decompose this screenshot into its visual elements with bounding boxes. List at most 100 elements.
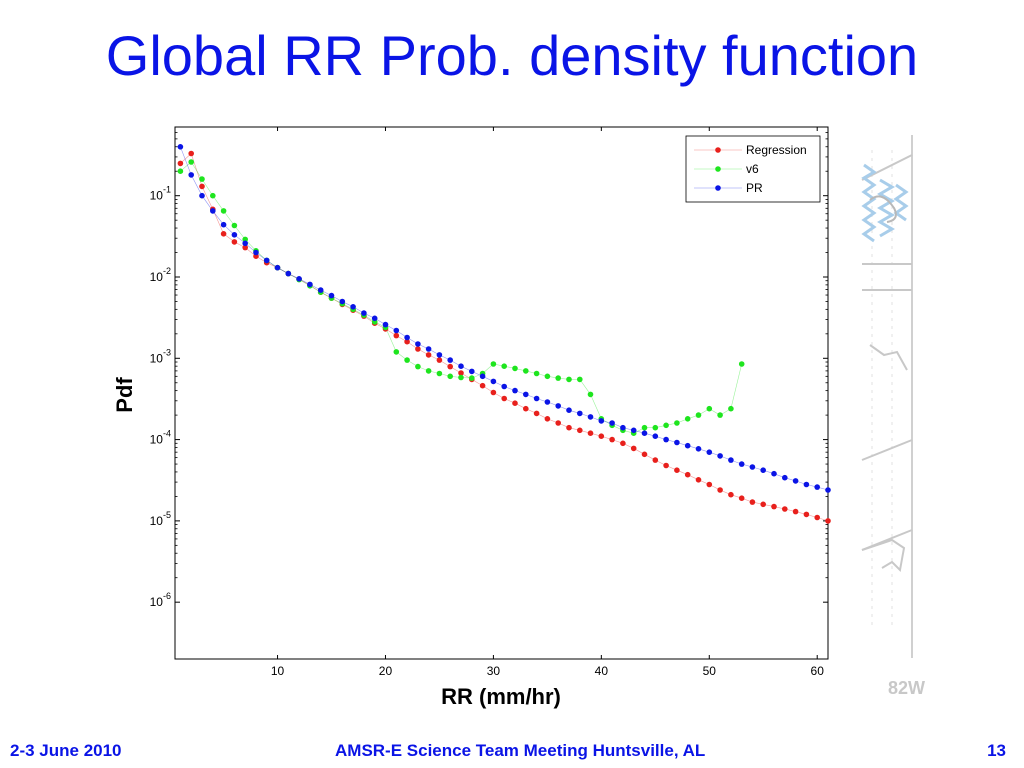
data-point-v6 <box>577 376 583 383</box>
data-point-pr <box>630 427 637 434</box>
data-point-pr <box>296 276 302 282</box>
data-point-pr <box>490 378 497 385</box>
legend: Regression v6 PR <box>685 135 821 203</box>
data-point-regression <box>177 160 184 167</box>
data-point-pr <box>199 192 205 199</box>
data-point-pr <box>231 232 238 238</box>
data-point-regression <box>220 231 227 237</box>
data-point-v6 <box>523 368 529 374</box>
map-fragment <box>861 135 913 658</box>
data-point-regression <box>641 451 648 458</box>
data-point-pr <box>285 270 292 277</box>
data-point-pr <box>307 281 313 288</box>
data-point-v6 <box>425 368 432 374</box>
data-point-regression <box>825 518 831 524</box>
data-point-regression <box>814 514 820 521</box>
data-point-regression <box>242 244 248 251</box>
data-point-pr <box>706 449 713 456</box>
data-point-v6 <box>458 374 464 381</box>
data-point-regression <box>479 382 486 389</box>
data-point-v6 <box>544 373 551 380</box>
data-point-pr <box>728 457 734 463</box>
data-point-pr <box>274 264 281 271</box>
data-point-pr <box>663 436 669 443</box>
data-point-pr <box>415 341 421 347</box>
data-point-v6 <box>706 405 713 412</box>
data-point-regression <box>684 471 691 478</box>
data-point-pr <box>242 240 248 247</box>
data-point-regression <box>523 405 529 412</box>
data-point-regression <box>598 433 605 440</box>
data-point-v6 <box>469 375 475 381</box>
data-point-pr <box>749 464 756 470</box>
legend-marker <box>715 147 721 153</box>
data-point-regression <box>803 511 810 518</box>
data-point-regression <box>717 487 723 493</box>
data-point-v6 <box>415 363 421 370</box>
data-point-regression <box>404 338 410 345</box>
data-point-regression <box>447 363 454 370</box>
data-point-pr <box>620 424 626 431</box>
data-point-pr <box>792 478 799 484</box>
plot-area <box>174 126 829 660</box>
data-point-regression <box>620 440 626 447</box>
data-point-pr <box>479 373 486 380</box>
data-point-regression <box>728 491 734 498</box>
data-point-regression <box>490 389 497 396</box>
y-tick-label: 10-4 <box>150 429 171 447</box>
data-point-v6 <box>393 349 400 355</box>
data-point-pr <box>523 391 529 398</box>
data-point-regression <box>663 462 669 469</box>
data-point-pr <box>803 481 810 488</box>
data-point-regression <box>706 481 713 488</box>
data-point-regression <box>188 150 194 157</box>
data-point-pr <box>501 383 508 390</box>
data-point-pr <box>328 292 335 299</box>
y-tick-labels: 10-1 10-2 10-3 10-4 10-5 10-6 <box>150 185 171 609</box>
data-point-v6 <box>490 361 497 367</box>
data-point-pr <box>263 257 270 264</box>
data-point-pr <box>641 430 648 437</box>
data-point-v6 <box>555 375 561 381</box>
data-point-pr <box>177 144 184 150</box>
data-point-regression <box>587 430 594 437</box>
data-point-v6 <box>199 176 205 182</box>
data-point-regression <box>577 427 583 434</box>
footer-meeting: AMSR-E Science Team Meeting Huntsville, … <box>335 741 706 760</box>
data-point-pr <box>210 208 216 214</box>
data-point-v6 <box>242 236 248 243</box>
data-point-pr <box>684 442 691 449</box>
x-tick-label: 40 <box>595 664 609 678</box>
data-point-pr <box>469 368 475 375</box>
data-point-v6 <box>566 376 572 383</box>
x-tick-label: 30 <box>487 664 501 678</box>
data-point-pr <box>555 403 561 409</box>
pdf-chart: 10 20 30 40 50 60 10-1 10-2 10-3 10-4 10-5 10-6 RR… <box>112 126 831 709</box>
data-point-v6 <box>501 363 508 370</box>
data-point-regression <box>738 495 745 502</box>
data-point-regression <box>609 436 615 443</box>
data-point-v6 <box>738 361 745 367</box>
data-point-pr <box>782 474 788 481</box>
data-point-pr <box>220 221 227 228</box>
x-tick-label: 20 <box>379 664 393 678</box>
data-point-pr <box>598 418 605 424</box>
data-point-pr <box>577 410 583 417</box>
data-point-regression <box>695 477 702 483</box>
data-point-pr <box>674 439 680 446</box>
x-tick-label: 60 <box>811 664 825 678</box>
data-point-pr <box>652 433 659 440</box>
data-point-regression <box>652 457 659 463</box>
y-tick-label: 10-6 <box>150 591 171 609</box>
data-point-regression <box>533 410 540 417</box>
data-point-pr <box>609 420 615 426</box>
data-point-regression <box>436 357 443 363</box>
data-point-regression <box>458 370 464 376</box>
data-point-pr <box>350 304 356 310</box>
data-point-pr <box>382 321 389 328</box>
legend-label: v6 <box>746 162 759 176</box>
data-point-regression <box>393 332 400 339</box>
data-point-v6 <box>177 168 184 174</box>
data-point-pr <box>447 357 454 363</box>
data-point-v6 <box>220 208 227 214</box>
